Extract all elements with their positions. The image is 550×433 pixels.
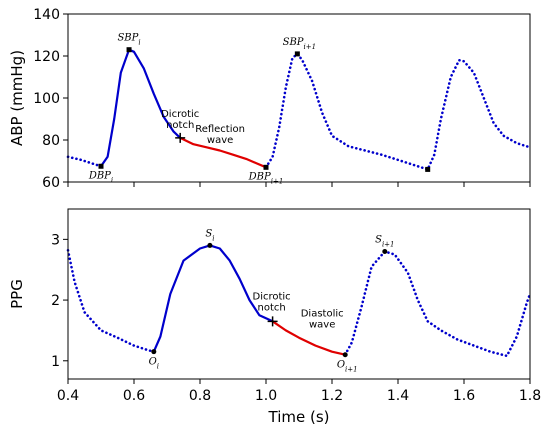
x-tick-label: 1.4 — [387, 388, 409, 404]
x-tick-label: 0.8 — [189, 388, 211, 404]
y-tick-label: 140 — [33, 7, 60, 23]
annotation-label: wave — [207, 135, 233, 146]
y-axis-label: PPG — [8, 279, 26, 309]
y-tick-label: 60 — [42, 175, 60, 191]
y-tick-label: 3 — [51, 232, 60, 248]
series-solid-1 — [99, 48, 182, 168]
series-dotted-0 — [66, 249, 156, 353]
x-tick-label: 1.0 — [255, 388, 277, 404]
annotation-label: SBPi+1 — [283, 37, 317, 51]
annotation-label: Dicrotic — [161, 109, 199, 120]
axes-frame — [67, 208, 531, 380]
y-tick-label: 120 — [33, 49, 60, 65]
x-tick-label: 1.6 — [453, 388, 475, 404]
point-marker — [207, 242, 213, 248]
point-marker — [126, 47, 132, 53]
series-dotted-3 — [264, 52, 532, 171]
x-tick-label: 0.4 — [57, 388, 79, 404]
point-marker — [294, 51, 300, 57]
y-tick-label: 80 — [42, 133, 60, 149]
notch-marker — [267, 316, 278, 327]
annotation-label: Si+1 — [375, 235, 394, 249]
annotation-label: Oi+1 — [337, 360, 358, 374]
x-tick-label: 1.8 — [519, 388, 541, 404]
x-axis-label: Time (s) — [268, 408, 330, 426]
y-tick-label: 1 — [51, 354, 60, 370]
annotation-label: notch — [257, 302, 285, 313]
point-marker — [425, 166, 431, 172]
y-axis-label: ABP (mmHg) — [8, 50, 26, 146]
annotation-label: wave — [309, 319, 335, 330]
point-marker — [382, 249, 388, 254]
annotation-label: Si — [205, 228, 214, 242]
annotation-label: SBPi — [117, 33, 140, 47]
point-marker — [98, 163, 104, 169]
annotation-label: Diastolic — [301, 308, 344, 319]
series-solid-2 — [271, 320, 347, 356]
annotation-label: Oi — [149, 357, 159, 371]
point-marker — [342, 352, 348, 358]
y-tick-label: 100 — [33, 91, 60, 107]
series-solid-2 — [179, 136, 268, 169]
x-tick-label: 0.6 — [123, 388, 145, 404]
annotation-label: Dicrotic — [253, 291, 291, 302]
point-marker — [151, 349, 157, 355]
series-solid-1 — [152, 244, 274, 353]
x-tick-label: 1.2 — [321, 388, 343, 404]
notch-marker — [175, 132, 186, 143]
point-marker — [263, 164, 269, 170]
annotation-label: Reflection — [195, 124, 245, 135]
annotation-label: DBPi — [88, 170, 113, 184]
series-dotted-0 — [66, 155, 103, 168]
y-tick-label: 2 — [51, 293, 60, 309]
annotation-label: notch — [166, 120, 194, 131]
series-dotted-3 — [343, 250, 532, 358]
